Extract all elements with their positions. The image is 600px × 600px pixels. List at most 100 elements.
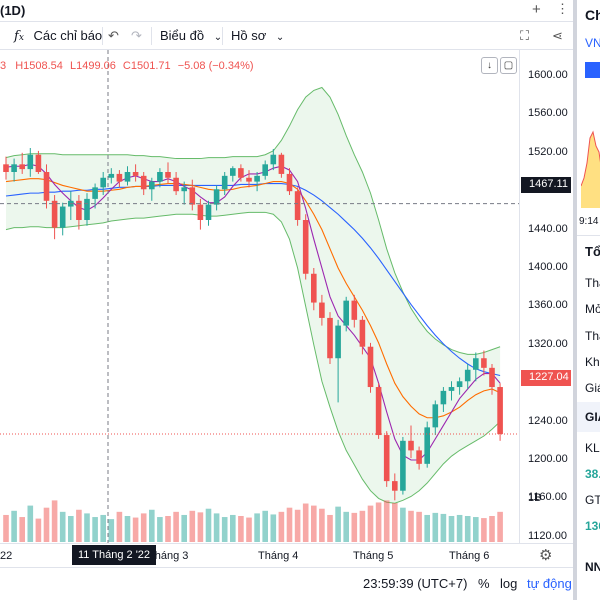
- volume-bar: [246, 517, 252, 542]
- candle-body: [59, 206, 66, 228]
- volume-bar: [197, 512, 204, 542]
- panel-row-label: Giá: [585, 381, 600, 395]
- volume-bar: [400, 507, 406, 542]
- volume-bar: [213, 513, 220, 542]
- profile-button[interactable]: Hồ sơ ⌄: [231, 28, 284, 43]
- candle-body: [473, 358, 479, 370]
- indicators-button[interactable]: fx Các chỉ báo: [14, 28, 102, 44]
- panel-row-label: Tha: [585, 276, 600, 290]
- symbol-interval[interactable]: (1D): [0, 3, 26, 18]
- volume-bar: [238, 516, 244, 542]
- legend-high: H1508.54: [15, 60, 63, 72]
- top-bar: (1D) + ⋮: [0, 0, 573, 22]
- candle-body: [254, 175, 260, 182]
- candle-body: [400, 440, 406, 491]
- candle-body: [100, 177, 106, 188]
- chart-toolbar: fx Các chỉ báo ↶ ↷ Biểu đồ ⌄ Hồ sơ ⌄ ⛶ ⋖: [0, 22, 573, 50]
- volume-bar: [311, 505, 317, 542]
- indicators-label: Các chỉ báo: [33, 28, 103, 43]
- clock[interactable]: 23:59:39 (UTC+7): [363, 576, 468, 591]
- log-toggle[interactable]: log: [500, 576, 518, 591]
- arrow-down-icon[interactable]: ↓: [481, 57, 498, 74]
- price-chart[interactable]: [0, 50, 519, 543]
- candle-body: [489, 367, 495, 388]
- candle-body: [132, 172, 139, 176]
- candle-body: [262, 164, 268, 176]
- panel-gt-value: 136: [585, 519, 600, 533]
- price-label: 1200.00: [528, 453, 568, 465]
- panel-tab-button[interactable]: [585, 62, 600, 78]
- add-icon[interactable]: +: [532, 1, 541, 18]
- more-icon[interactable]: ⋮: [556, 1, 569, 16]
- chart-type-button[interactable]: Biểu đồ ⌄: [160, 28, 222, 43]
- candle-body: [230, 168, 236, 176]
- panel-ticker[interactable]: VN: [585, 36, 600, 50]
- volume-bar: [335, 506, 341, 542]
- candle-body: [343, 300, 349, 326]
- time-axis[interactable]: 22 Tháng 3 Tháng 4 Tháng 5 Tháng 6 11 Th…: [0, 543, 573, 567]
- redo-icon[interactable]: ↷: [131, 28, 142, 43]
- volume-bar: [59, 511, 66, 542]
- candle-body: [440, 390, 447, 405]
- time-label: Tháng 4: [258, 550, 299, 562]
- legend-low: L1499.06: [69, 60, 116, 72]
- undo-icon[interactable]: ↶: [108, 28, 119, 43]
- toolbar-divider: [151, 27, 152, 45]
- right-panel: Ch VN 9:14 Tổ Tha Mở Thấ Khô Giá GIA KL …: [573, 0, 600, 600]
- candle-body: [189, 187, 196, 205]
- candle-body: [43, 172, 50, 201]
- candle-body: [351, 300, 358, 320]
- volume-bar: [375, 502, 382, 542]
- mini-chart: [581, 130, 600, 208]
- percent-toggle[interactable]: %: [478, 576, 490, 591]
- fullscreen-icon[interactable]: ⛶: [520, 28, 530, 43]
- candle-body: [124, 172, 131, 182]
- price-scale[interactable]: 1600.001560.001520.001480.001440.001400.…: [519, 50, 573, 543]
- volume-bar: [294, 509, 301, 542]
- bollinger-upper-line: [5, 86, 501, 355]
- time-label: Tháng 6: [449, 550, 490, 562]
- candle-body: [456, 381, 463, 388]
- legend-change: −5.08 (−0.34%): [177, 60, 254, 72]
- candle-body: [286, 173, 293, 192]
- settings-icon[interactable]: ⚙: [539, 547, 553, 564]
- crosshair-price-tag: 1467.11: [521, 177, 571, 193]
- volume-bar: [68, 516, 74, 542]
- share-icon[interactable]: ⋖: [552, 28, 563, 43]
- panel-section-bg: [577, 402, 600, 432]
- restore-icon[interactable]: ▢: [500, 57, 517, 74]
- volume-bar: [189, 510, 196, 542]
- candle-body: [432, 404, 439, 428]
- volume-bar: [464, 516, 471, 542]
- volume-bar: [497, 511, 503, 542]
- volume-bar: [124, 516, 131, 542]
- price-label: 1400.00: [528, 261, 568, 273]
- volume-bar: [149, 509, 155, 542]
- candle-body: [76, 200, 82, 220]
- auto-toggle[interactable]: tự động: [527, 576, 572, 591]
- panel-divider: [577, 235, 600, 236]
- volume-bar: [140, 513, 147, 542]
- candle-body: [448, 387, 455, 391]
- volume-bar: [262, 510, 268, 542]
- panel-row-label: Khô: [585, 355, 600, 369]
- bollinger-lower-line: [5, 211, 501, 504]
- volume-bar: [383, 500, 390, 542]
- volume-bar: [392, 503, 398, 542]
- candle-body: [416, 450, 422, 464]
- crosshair-date-tag: 11 Tháng 2 '22: [72, 545, 157, 565]
- volume-bar: [367, 505, 374, 542]
- volume-bar: [481, 518, 487, 542]
- volume-bar: [181, 514, 187, 542]
- panel-section-heading: Tổ: [585, 244, 600, 259]
- volume-bar: [424, 514, 430, 542]
- volume-bar: [92, 517, 98, 542]
- candle-body: [140, 175, 147, 190]
- volume-bar: [27, 505, 34, 542]
- volume-bar: [205, 508, 212, 542]
- candle-body: [149, 181, 155, 190]
- candle-body: [51, 200, 58, 228]
- panel-kl-label: KL: [585, 441, 600, 455]
- volume-bar: [221, 517, 228, 542]
- candle-body: [392, 481, 398, 491]
